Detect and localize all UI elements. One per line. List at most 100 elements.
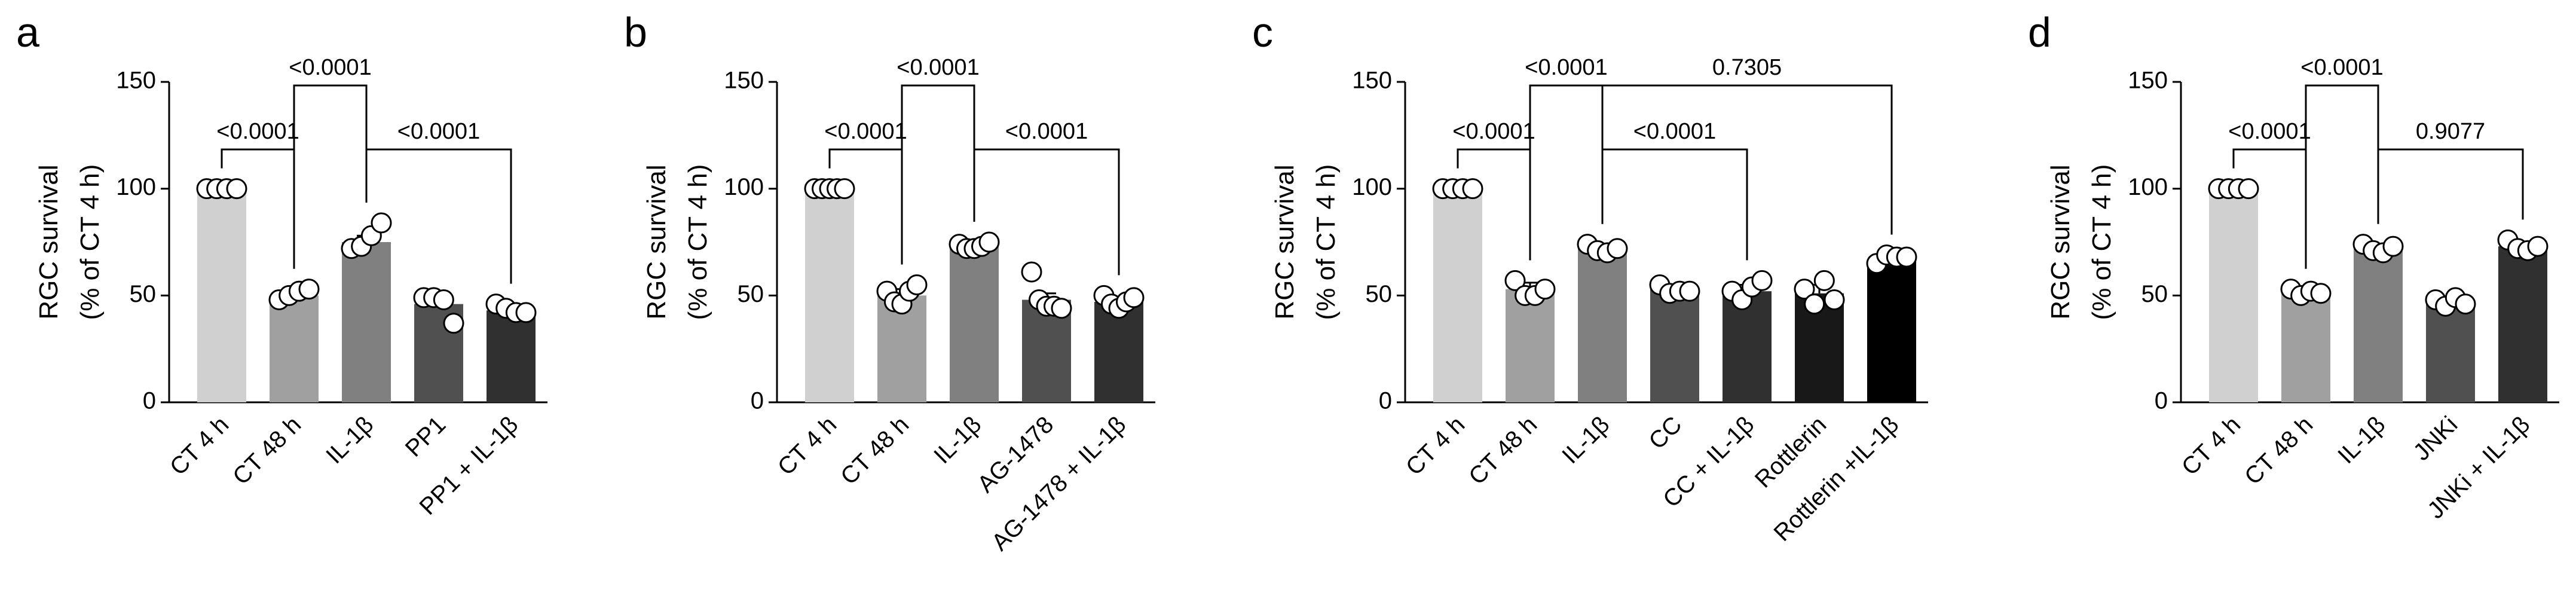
bar	[197, 188, 246, 402]
y-tick-label: 150	[2128, 68, 2168, 94]
x-tick-label: IL-1β	[2333, 411, 2390, 469]
x-tick-label: CT 4 h	[2177, 411, 2245, 480]
y-axis-label: (% of CT 4 h)	[2087, 164, 2116, 320]
data-point	[1794, 279, 1815, 300]
data-point	[226, 178, 247, 200]
significance-bracket	[293, 84, 368, 269]
y-tick-label: 0	[1379, 388, 1392, 414]
p-value-label: <0.0001	[2300, 55, 2383, 80]
data-point	[2382, 236, 2404, 257]
x-tick-label: CT 4 h	[165, 411, 234, 480]
y-tick-label: 0	[2155, 388, 2168, 414]
data-point	[1021, 261, 1042, 283]
panel-letter: b	[624, 9, 647, 56]
data-point	[515, 302, 537, 323]
x-tick-label: IL-1β	[929, 411, 986, 469]
x-tick-label: CT 48 h	[2240, 411, 2318, 490]
bar	[950, 246, 999, 402]
p-value-label: <0.0001	[1633, 119, 1716, 144]
x-tick-label: IL-1β	[321, 411, 378, 469]
data-point	[2455, 294, 2476, 315]
bar	[2354, 248, 2403, 402]
data-point	[433, 289, 454, 310]
y-tick-label: 100	[724, 174, 764, 200]
y-axis-label: (% of CT 4 h)	[75, 164, 105, 320]
data-point	[834, 178, 855, 200]
x-tick-label: CT 48 h	[228, 411, 306, 490]
data-point	[1679, 280, 1700, 302]
data-point	[1751, 270, 1773, 291]
y-axis-label: (% of CT 4 h)	[1311, 164, 1341, 320]
p-value-label: <0.0001	[1005, 119, 1088, 144]
data-point	[443, 313, 464, 334]
data-point	[1813, 270, 1835, 291]
bar	[2281, 293, 2330, 402]
y-tick-label: 50	[738, 281, 764, 307]
bar	[1433, 188, 1482, 402]
bar	[2426, 302, 2475, 402]
bar	[1578, 248, 1627, 402]
bar	[1650, 289, 1699, 402]
x-tick-label: JNKi	[2409, 411, 2463, 466]
data-point	[2527, 236, 2549, 257]
y-tick-label: 0	[143, 388, 156, 414]
y-axis-label: RGC survival	[34, 164, 63, 319]
bar	[2209, 188, 2258, 402]
data-point	[1504, 270, 1526, 291]
data-point	[1824, 289, 1845, 310]
x-tick-label: AG-1478 + IL-1β	[987, 411, 1131, 556]
data-point	[298, 279, 320, 300]
x-tick-label: IL-1β	[1557, 411, 1614, 469]
data-point	[1462, 178, 1483, 200]
data-point	[978, 231, 1000, 253]
y-tick-label: 150	[116, 68, 156, 94]
p-value-label: <0.0001	[897, 55, 979, 80]
bar	[1506, 289, 1555, 402]
significance-bracket	[2305, 84, 2379, 269]
x-tick-label: PP1	[400, 411, 451, 462]
panel: b RGC survival (% of CT 4 h) 0 50 100 150 CT 4 …	[624, 9, 1155, 556]
y-tick-label: 150	[724, 68, 764, 94]
x-tick-label: Rottlerin +IL-1β	[1769, 411, 1904, 546]
y-axis-label: RGC survival	[642, 164, 671, 319]
p-value-label: 0.9077	[2416, 119, 2485, 144]
significance-bracket	[901, 84, 975, 265]
y-axis-label: RGC survival	[2046, 164, 2075, 319]
bar	[1867, 259, 1916, 402]
panel: a RGC survival (% of CT 4 h) 0 50 100 150 CT 4 …	[16, 9, 547, 520]
panel: d RGC survival (% of CT 4 h) 0 50 100 150 CT 4 …	[2028, 9, 2559, 524]
data-point	[1607, 238, 1628, 259]
panel-letter: d	[2028, 9, 2051, 56]
bar	[487, 310, 536, 402]
data-point	[2310, 283, 2332, 304]
bar	[2498, 246, 2547, 402]
bar	[270, 295, 319, 402]
y-tick-label: 50	[2141, 281, 2168, 307]
data-point	[1896, 246, 1917, 268]
x-tick-label: CT 48 h	[1464, 411, 1542, 490]
data-point	[906, 274, 928, 295]
y-tick-label: 50	[130, 281, 157, 307]
x-tick-label: CT 4 h	[1401, 411, 1470, 480]
panel-letter: c	[1252, 9, 1273, 56]
bar	[805, 188, 854, 402]
p-value-label: 0.7305	[1712, 55, 1782, 80]
significance-bracket	[1529, 84, 1604, 261]
y-tick-label: 100	[116, 174, 156, 200]
p-value-label: <0.0001	[397, 119, 480, 144]
y-axis-label: RGC survival	[1270, 164, 1299, 319]
x-tick-label: CT 48 h	[836, 411, 914, 490]
panel: c RGC survival (% of CT 4 h) 0 50 100 150 CT 4 …	[1252, 9, 1928, 546]
bar	[1723, 291, 1772, 402]
y-tick-label: 50	[1366, 281, 1393, 307]
y-tick-label: 100	[2128, 174, 2168, 200]
y-tick-label: 0	[751, 388, 764, 414]
data-point	[2238, 178, 2259, 200]
significance-bracket	[2377, 148, 2524, 224]
y-axis-label: (% of CT 4 h)	[683, 164, 712, 320]
y-tick-label: 100	[1352, 174, 1392, 200]
x-tick-label: CT 4 h	[773, 411, 842, 480]
p-value-label: <0.0001	[2228, 119, 2311, 144]
p-value-label: <0.0001	[1525, 55, 1607, 80]
